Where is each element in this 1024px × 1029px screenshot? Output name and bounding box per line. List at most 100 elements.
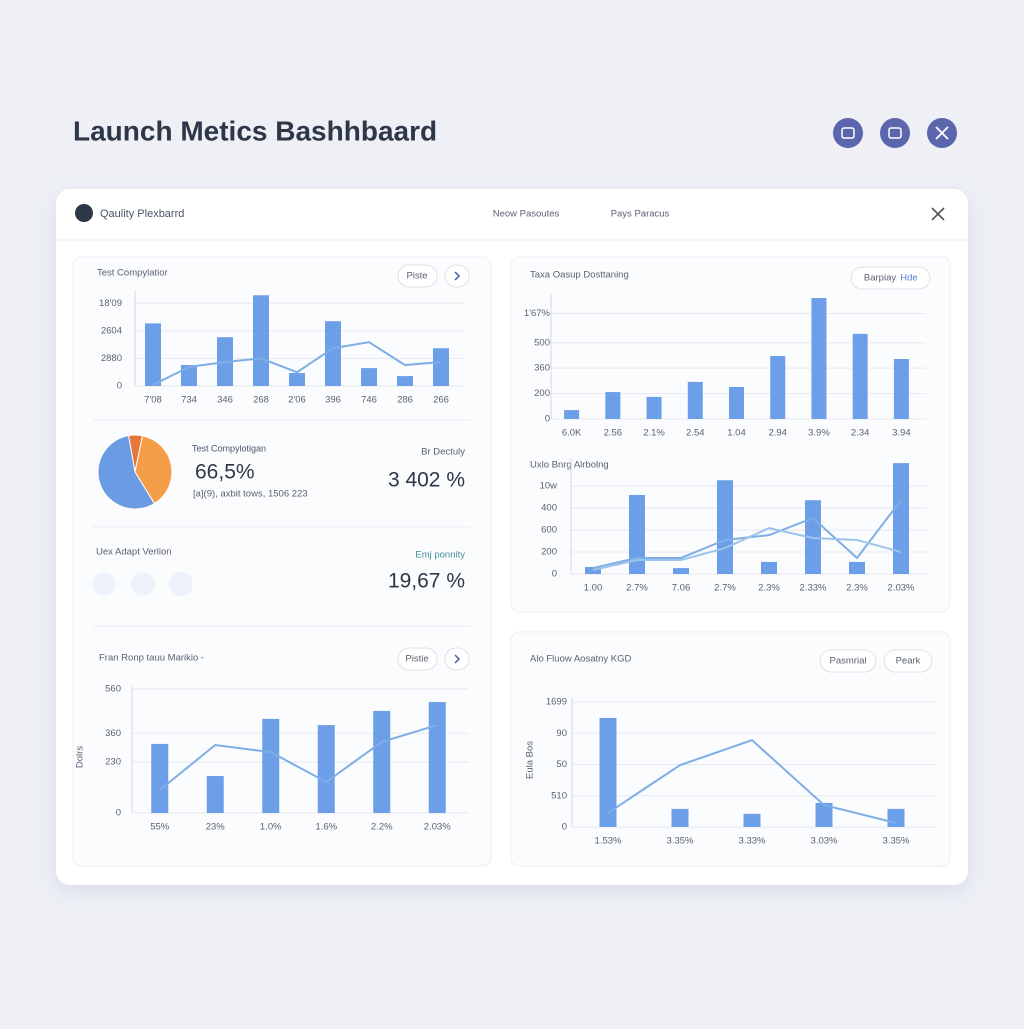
x-tick-label: 2'06 — [288, 395, 306, 406]
x-tick-label: 1.04 — [727, 428, 746, 439]
bar — [317, 725, 335, 813]
x-tick-label: 2.03% — [424, 822, 451, 833]
button[interactable] — [819, 649, 877, 673]
panel-title: Taxa Oasup Dosttaning — [530, 270, 629, 281]
x-tick-label: 2.33% — [800, 583, 827, 594]
y-tick-label: 10w — [540, 481, 558, 492]
x-tick-label: 2.54 — [686, 428, 705, 439]
tab[interactable]: Neow Pasoutes — [493, 209, 560, 220]
button[interactable] — [444, 264, 470, 288]
button[interactable] — [397, 647, 438, 671]
bar — [206, 776, 224, 813]
window-button[interactable] — [880, 118, 910, 148]
stat-label: Test Compylotigan — [192, 443, 266, 453]
bar — [893, 359, 909, 419]
pie — [97, 434, 173, 510]
stat-label: Emj ponnity — [415, 550, 465, 561]
y-tick-label: 400 — [541, 503, 557, 514]
bar — [852, 333, 868, 419]
x-tick-label: 2.7% — [714, 583, 736, 594]
button-label: Pistie — [405, 654, 428, 665]
button-label: Pasmrial — [830, 656, 867, 667]
y-tick-label: 2604 — [101, 325, 122, 336]
panel-title: Test Compylatior — [97, 268, 168, 279]
y-tick-label: 500 — [534, 337, 550, 348]
window-button[interactable] — [833, 118, 863, 148]
x-tick-label: 2.7% — [626, 583, 648, 594]
panel-title: Uxlo Bnrg Alrbolng — [530, 460, 609, 471]
button[interactable] — [444, 647, 470, 671]
panel — [510, 256, 951, 613]
y-tick-label: 0 — [117, 381, 122, 392]
x-tick-label: 3.35% — [883, 836, 910, 847]
x-tick-label: 3.33% — [739, 836, 766, 847]
bar — [673, 568, 689, 574]
x-tick-label: 2.94 — [768, 428, 787, 439]
card-icon — [75, 204, 93, 222]
close-button[interactable] — [931, 207, 945, 221]
x-tick-label: 1.53% — [595, 836, 622, 847]
bar — [671, 808, 689, 827]
y-tick-label: 90 — [556, 728, 567, 739]
y-tick-label: 230 — [105, 757, 121, 768]
bar — [743, 813, 761, 827]
line — [592, 527, 902, 572]
x-tick-label: 3.94 — [892, 428, 911, 439]
button[interactable] — [883, 649, 933, 673]
chip[interactable] — [131, 572, 155, 596]
bar — [887, 808, 905, 827]
chip[interactable] — [169, 572, 193, 596]
page-title: Launch Metics Bashhbaard — [73, 115, 437, 146]
y-tick-label: 1699 — [546, 697, 567, 708]
bar — [770, 355, 786, 419]
stat-value: 3 402 % — [388, 469, 465, 492]
x-tick-label: 1.00 — [584, 583, 603, 594]
line — [152, 341, 442, 386]
button[interactable] — [850, 266, 931, 290]
panel-title: Uex Adapt Verlion — [96, 547, 172, 558]
y-tick-label: 360 — [534, 363, 550, 374]
y-tick-label: 200 — [541, 547, 557, 558]
bar — [428, 702, 446, 813]
bar — [262, 718, 280, 813]
stat-value: 66,5% — [195, 461, 255, 484]
chip[interactable] — [92, 572, 116, 596]
y-tick-label: 0 — [562, 822, 567, 833]
bar — [761, 561, 777, 574]
bar — [397, 376, 413, 386]
stat-value: 19,67 % — [388, 570, 465, 593]
y-tick-label: 18'09 — [99, 298, 122, 309]
icon — [841, 127, 855, 139]
bar — [849, 561, 865, 574]
x-tick-label: 6.0K — [562, 428, 582, 439]
button-label: Hde — [900, 273, 917, 284]
x-tick-label: 3.9% — [808, 428, 830, 439]
bar — [433, 348, 449, 386]
bar — [585, 566, 601, 574]
bar — [151, 743, 169, 813]
bar — [289, 373, 305, 386]
x-tick-label: 2.34 — [851, 428, 870, 439]
y-tick-label: 200 — [534, 388, 550, 399]
bar — [811, 298, 827, 419]
button[interactable] — [397, 264, 438, 288]
tab[interactable]: Pays Paracus — [611, 209, 670, 220]
chevron — [454, 271, 461, 281]
stat-note: [a](9), axbit tows, 1506 223 — [193, 489, 308, 500]
x-tick-label: 7'08 — [144, 395, 162, 406]
y-tick-label: 0 — [545, 414, 550, 425]
panel-title: Fran Ronp tauu Marikio - — [99, 653, 204, 664]
y-tick-label: 560 — [105, 684, 121, 695]
x-tick-label: 396 — [325, 395, 341, 406]
bar — [717, 480, 733, 574]
x-tick-label: 2.3% — [758, 583, 780, 594]
bar — [145, 323, 161, 386]
bar — [564, 410, 580, 419]
bar — [629, 494, 645, 574]
pie-slice — [97, 434, 156, 510]
x-tick-label: 23% — [206, 822, 226, 833]
x-tick-label: 3.35% — [667, 836, 694, 847]
x-tick-label: 2.03% — [888, 583, 915, 594]
icon — [935, 126, 949, 140]
panel-title: Alo Fluow Aosatny KGD — [530, 654, 632, 665]
